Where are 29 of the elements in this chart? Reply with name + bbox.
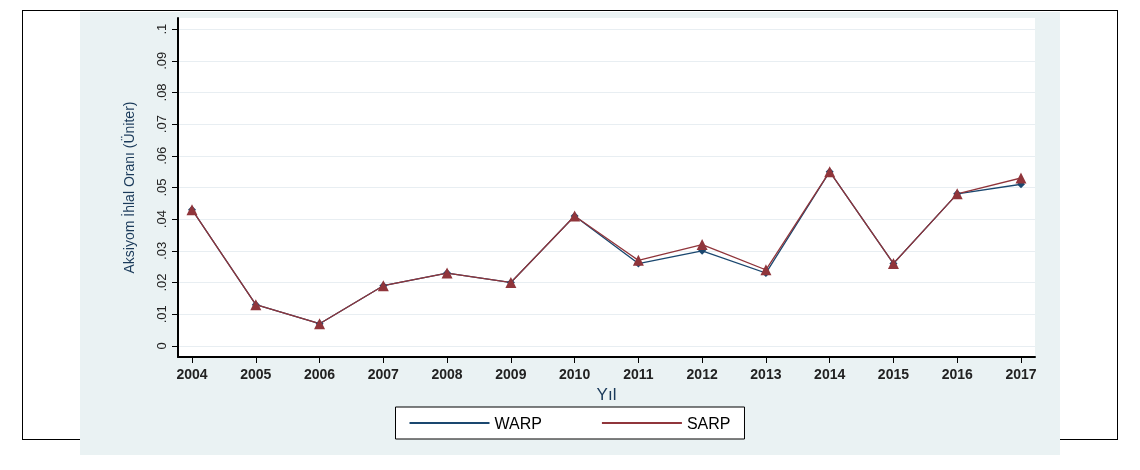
y-tick-label: .09 bbox=[154, 51, 169, 70]
x-tick-label: 2007 bbox=[367, 366, 400, 382]
legend-label: SARP bbox=[686, 414, 731, 432]
x-tick-label: 2009 bbox=[495, 366, 527, 382]
y-tick-label: .03 bbox=[154, 241, 169, 260]
x-tick-label: 2014 bbox=[814, 366, 846, 382]
x-tick-label: 2015 bbox=[877, 366, 910, 382]
x-tick-label: 2017 bbox=[1005, 366, 1037, 382]
x-tick-label: 2016 bbox=[941, 366, 973, 382]
y-tick-label: .07 bbox=[154, 115, 169, 134]
x-tick-label: 2005 bbox=[240, 366, 272, 382]
y-tick-label: .04 bbox=[154, 210, 169, 229]
x-tick-label: 2013 bbox=[750, 366, 782, 382]
y-tick-label: .06 bbox=[154, 146, 169, 165]
x-tick-label: 2011 bbox=[623, 366, 654, 382]
y-tick-label: .02 bbox=[154, 273, 169, 292]
x-tick-label: 2008 bbox=[431, 366, 463, 382]
y-tick-label: .08 bbox=[154, 83, 169, 102]
y-tick-label: 0 bbox=[154, 342, 169, 350]
x-tick-label: 2004 bbox=[176, 366, 208, 382]
x-tick-label: 2012 bbox=[686, 366, 718, 382]
y-tick-label: .01 bbox=[154, 305, 169, 324]
y-tick-label: .05 bbox=[154, 178, 169, 197]
y-axis-title: Aksiyom İhlal Oranı (Üniter) bbox=[120, 101, 137, 274]
x-tick-label: 2010 bbox=[559, 366, 591, 382]
x-axis-title: Yıl bbox=[596, 384, 617, 404]
x-tick-label: 2006 bbox=[303, 366, 336, 382]
y-tick-label: .1 bbox=[154, 23, 169, 35]
legend-label: WARP bbox=[494, 414, 542, 432]
